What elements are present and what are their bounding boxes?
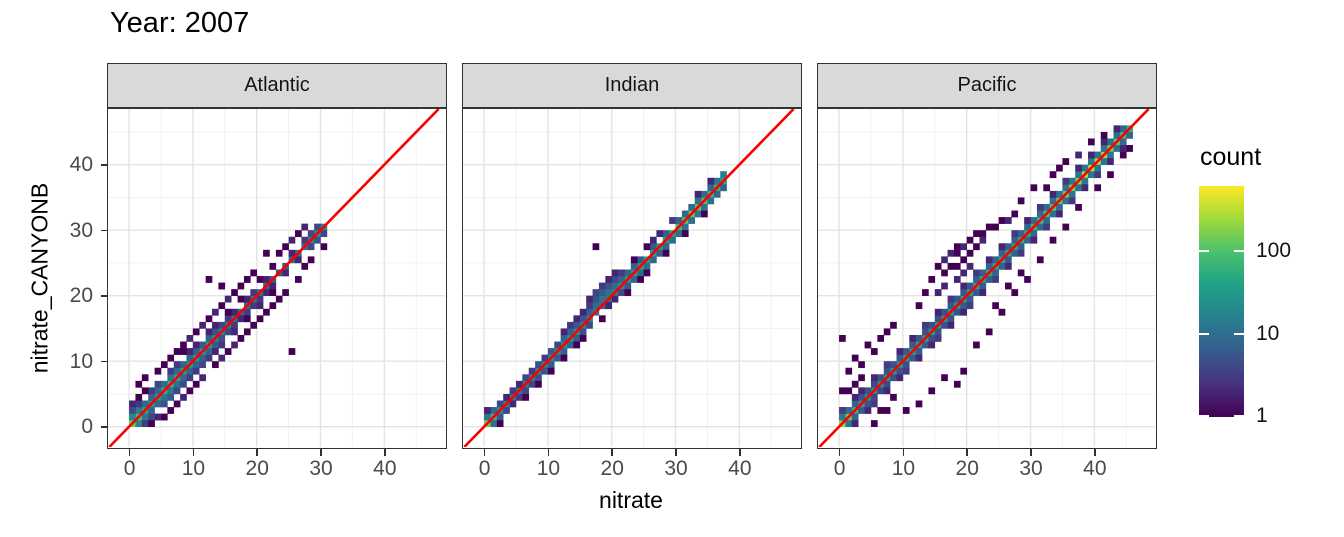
- x-tick-label: 30: [1019, 457, 1043, 480]
- y-axis-tick: [100, 164, 107, 166]
- x-axis-tick: [739, 449, 741, 456]
- x-axis-tick: [1094, 449, 1096, 456]
- x-axis-tick: [966, 449, 968, 456]
- x-axis-tick: [611, 449, 613, 456]
- x-tick-label: 20: [955, 457, 979, 480]
- panel-indian: [462, 108, 802, 449]
- x-axis-tick: [1030, 449, 1032, 456]
- legend-title: count: [1200, 143, 1262, 171]
- panel-pacific: [817, 108, 1157, 449]
- x-tick-label: 20: [245, 457, 269, 480]
- x-tick-label: 40: [373, 457, 397, 480]
- x-axis-tick: [902, 449, 905, 456]
- x-tick-label: 0: [123, 457, 136, 480]
- legend-tick-right: [1234, 249, 1244, 252]
- x-tick-label: 40: [728, 457, 752, 480]
- facet-strip-atlantic: Atlantic: [107, 63, 447, 108]
- legend-tick-right: [1234, 414, 1244, 417]
- x-axis-tick: [384, 449, 386, 456]
- x-axis-tick: [675, 449, 677, 456]
- legend-tick-left: [1199, 249, 1209, 252]
- panel-plot-area: [818, 109, 1155, 447]
- x-axis-tick: [838, 449, 841, 456]
- x-tick-label: 20: [600, 457, 624, 480]
- facet-strip-label: Pacific: [957, 74, 1017, 96]
- x-tick-label: 30: [664, 457, 688, 480]
- facet-pacific: Pacific: [817, 63, 1157, 449]
- x-axis-tick: [256, 449, 258, 456]
- x-axis-title: nitrate: [599, 487, 663, 513]
- facet-strip-pacific: Pacific: [817, 63, 1157, 108]
- y-axis-tick: [100, 229, 107, 232]
- x-axis-tick: [128, 449, 131, 456]
- x-tick-label: 30: [309, 457, 333, 480]
- legend-tick-left: [1199, 414, 1209, 417]
- x-axis-tick: [547, 449, 550, 456]
- x-axis-tick: [483, 449, 486, 456]
- y-axis-title: nitrate_CANYONB: [26, 182, 53, 374]
- legend-tick-label: 100: [1256, 238, 1292, 262]
- legend-tick-label: 10: [1256, 321, 1280, 345]
- y-axis-tick: [100, 295, 107, 297]
- x-tick-label: 0: [833, 457, 846, 480]
- y-tick-label: 20: [69, 284, 93, 308]
- y-tick-label: 40: [69, 153, 93, 177]
- x-tick-label: 40: [1083, 457, 1107, 480]
- legend-tick-label: 1: [1256, 403, 1268, 427]
- x-tick-label: 10: [891, 457, 916, 480]
- x-tick-label: 10: [181, 457, 206, 480]
- facet-strip-label: Indian: [604, 74, 660, 96]
- x-tick-label: 10: [536, 457, 561, 480]
- plot-title: Year: 2007: [110, 7, 250, 39]
- panel-plot-area: [108, 109, 445, 447]
- facet-strip-label: Atlantic: [244, 74, 310, 96]
- legend-tick-left: [1199, 332, 1209, 335]
- panel-atlantic: [107, 108, 447, 449]
- y-axis-tick: [100, 426, 107, 428]
- legend-colorbar: [1199, 186, 1244, 417]
- facet-indian: Indian: [462, 63, 802, 449]
- panel-plot-area: [463, 109, 800, 447]
- facet-atlantic: Atlantic: [107, 63, 447, 449]
- x-axis-tick: [192, 449, 195, 456]
- y-tick-label: 30: [69, 218, 93, 242]
- y-axis-tick: [100, 360, 107, 363]
- x-axis-tick: [320, 449, 322, 456]
- facet-strip-indian: Indian: [462, 63, 802, 108]
- x-tick-label: 0: [478, 457, 491, 480]
- legend-tick-right: [1234, 332, 1244, 335]
- y-tick-label: 10: [69, 349, 93, 373]
- y-tick-label: 0: [81, 415, 93, 439]
